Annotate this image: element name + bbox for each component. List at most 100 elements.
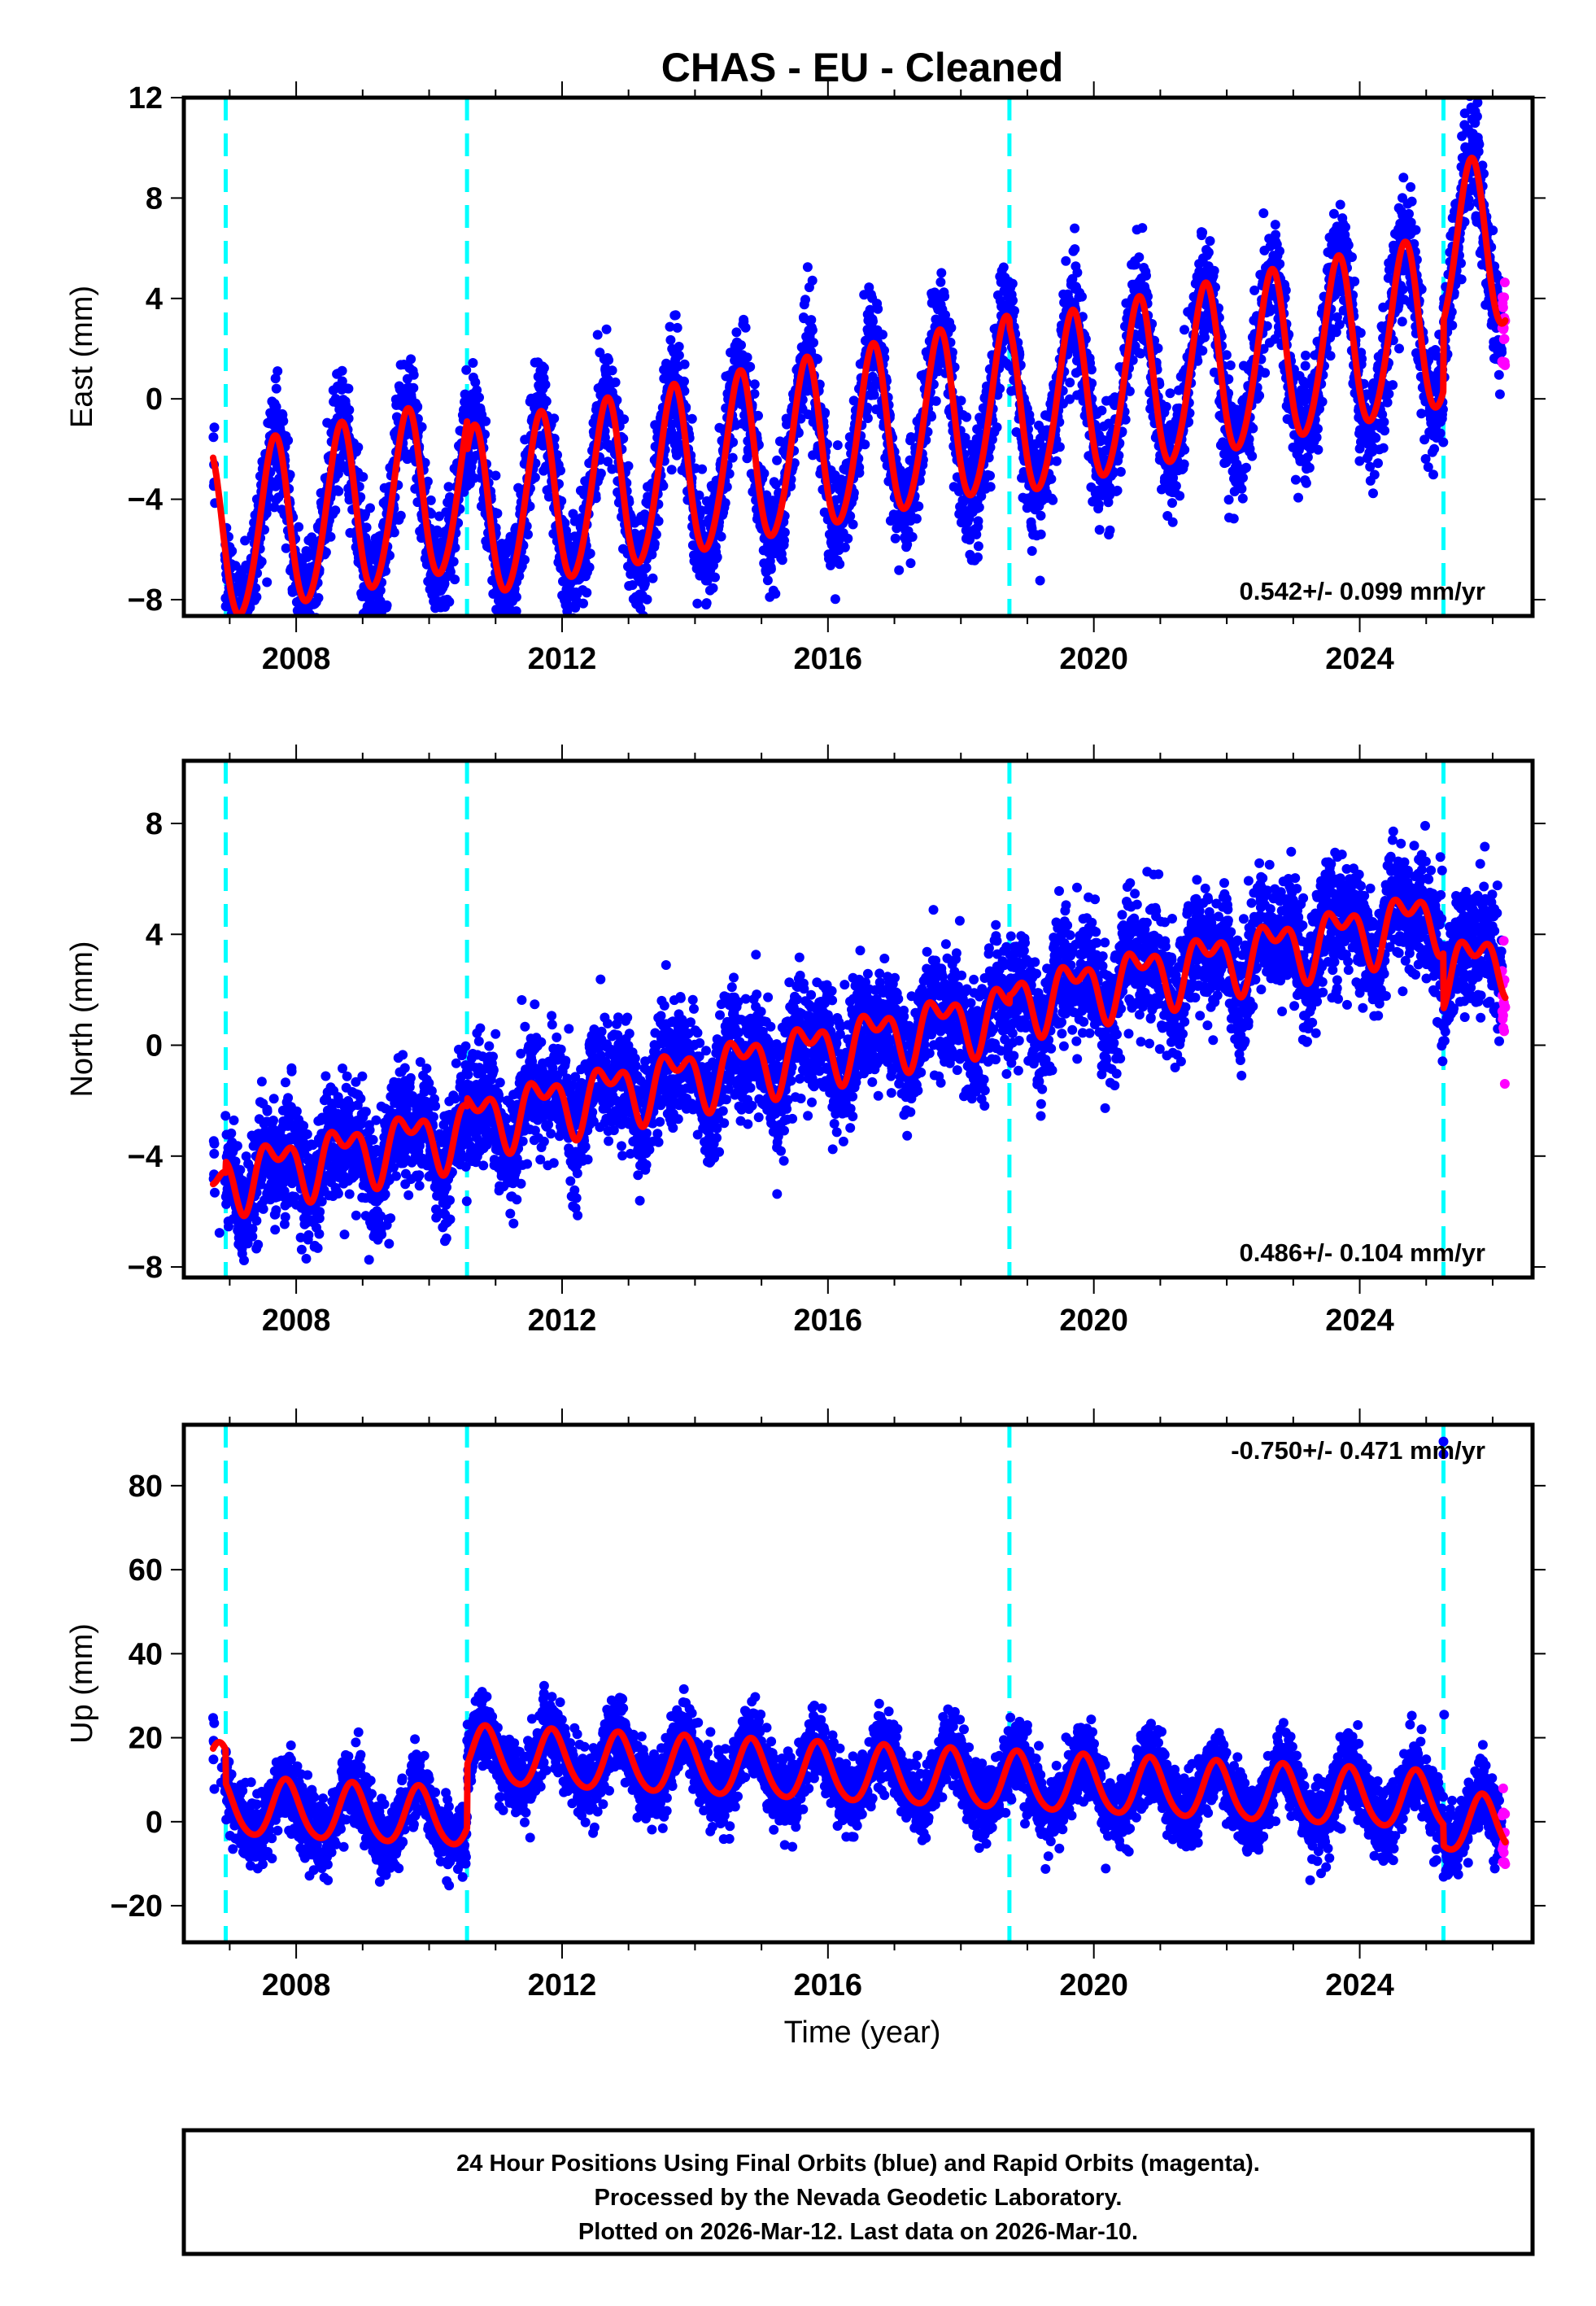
final-point xyxy=(894,565,905,575)
final-point xyxy=(1097,405,1107,416)
final-point xyxy=(878,330,887,340)
final-point xyxy=(244,619,254,629)
final-point xyxy=(974,502,984,513)
final-point xyxy=(301,618,311,628)
final-point xyxy=(468,358,478,368)
final-point xyxy=(492,509,503,518)
final-point xyxy=(368,627,378,637)
final-point xyxy=(674,350,684,360)
final-point xyxy=(426,509,437,519)
final-point xyxy=(1077,291,1087,302)
final-point xyxy=(234,632,244,642)
final-point xyxy=(604,355,614,365)
final-point xyxy=(1197,227,1208,238)
final-point xyxy=(523,529,533,539)
final-point xyxy=(251,583,261,593)
final-point xyxy=(233,631,242,640)
final-point xyxy=(1197,346,1208,356)
final-point xyxy=(1027,546,1037,557)
final-point xyxy=(1009,306,1019,316)
final-point xyxy=(873,304,883,314)
final-point xyxy=(242,634,251,644)
final-point xyxy=(862,413,873,423)
final-point xyxy=(1167,498,1177,509)
final-point xyxy=(278,416,289,426)
final-point xyxy=(242,624,252,634)
final-point xyxy=(765,564,776,574)
final-point xyxy=(854,468,865,478)
final-point xyxy=(330,505,341,516)
final-point xyxy=(233,657,243,666)
final-point xyxy=(762,575,773,586)
final-point xyxy=(1007,278,1018,289)
final-point xyxy=(358,472,368,483)
final-point xyxy=(807,325,818,335)
final-point xyxy=(665,334,676,345)
final-point xyxy=(992,422,1002,433)
final-point xyxy=(973,552,983,562)
final-point xyxy=(1165,388,1175,399)
final-point xyxy=(697,464,708,474)
final-point xyxy=(238,634,247,644)
final-point xyxy=(344,404,355,415)
final-point xyxy=(373,617,382,627)
final-point xyxy=(300,620,310,630)
final-point xyxy=(283,435,294,446)
final-point xyxy=(716,531,726,542)
final-point xyxy=(1036,529,1046,539)
final-point xyxy=(651,529,661,539)
final-point xyxy=(674,342,684,352)
final-point xyxy=(770,588,781,599)
final-point xyxy=(653,516,664,526)
final-point xyxy=(1105,525,1115,535)
final-point xyxy=(302,552,312,562)
final-point xyxy=(830,594,840,605)
final-point xyxy=(946,322,957,333)
final-point xyxy=(227,631,237,640)
final-point xyxy=(1203,247,1214,258)
final-point xyxy=(234,627,244,637)
final-point xyxy=(1124,386,1135,396)
final-point xyxy=(539,363,549,373)
final-point xyxy=(238,624,248,634)
final-point xyxy=(264,492,274,503)
final-point xyxy=(412,401,423,412)
final-point xyxy=(262,577,273,587)
final-point xyxy=(364,622,374,631)
final-point xyxy=(1221,350,1232,360)
final-point xyxy=(233,628,243,638)
final-point xyxy=(914,501,924,512)
final-point xyxy=(1065,378,1075,388)
final-point xyxy=(679,376,689,387)
final-point xyxy=(406,354,416,365)
final-point xyxy=(371,618,381,627)
final-point xyxy=(772,455,783,465)
final-point xyxy=(520,555,530,565)
final-point xyxy=(927,412,936,422)
final-point xyxy=(375,585,386,596)
final-point xyxy=(578,598,588,609)
plot-area-east xyxy=(208,98,1511,720)
final-point xyxy=(229,622,239,631)
final-point xyxy=(416,421,427,432)
final-point xyxy=(1035,575,1045,586)
final-point xyxy=(229,630,238,640)
final-point xyxy=(712,552,722,562)
final-point xyxy=(860,439,870,450)
final-point xyxy=(1115,466,1126,477)
final-point xyxy=(800,295,810,305)
final-point xyxy=(227,637,237,647)
final-point xyxy=(1025,416,1036,426)
chart-title: CHAS - EU - Cleaned xyxy=(661,45,1064,90)
final-point xyxy=(753,410,763,421)
final-point xyxy=(241,710,251,720)
final-point xyxy=(1223,495,1234,505)
final-point xyxy=(1051,456,1062,466)
final-point xyxy=(1161,401,1171,412)
final-point xyxy=(666,465,677,475)
final-point xyxy=(807,275,818,286)
final-point xyxy=(1046,474,1057,484)
final-point xyxy=(209,422,220,433)
final-point xyxy=(812,354,822,365)
final-point xyxy=(444,596,455,607)
